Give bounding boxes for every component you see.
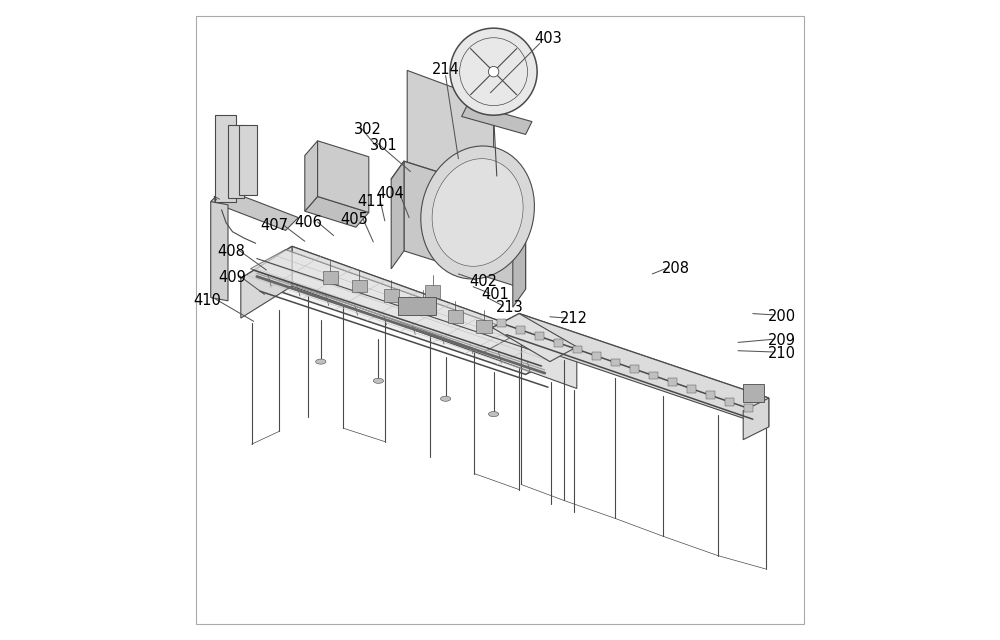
Text: 213: 213 — [496, 300, 524, 315]
Polygon shape — [318, 141, 369, 212]
Polygon shape — [743, 398, 769, 440]
Polygon shape — [211, 202, 228, 301]
Text: 208: 208 — [662, 261, 690, 276]
Ellipse shape — [488, 412, 499, 417]
Text: 209: 209 — [768, 333, 796, 348]
Text: 402: 402 — [469, 274, 497, 289]
Polygon shape — [492, 314, 769, 411]
Bar — [687, 385, 696, 392]
Ellipse shape — [373, 378, 384, 383]
Bar — [573, 346, 582, 353]
Text: 212: 212 — [560, 311, 588, 326]
Text: 214: 214 — [432, 61, 460, 77]
Polygon shape — [292, 246, 577, 388]
Bar — [448, 310, 463, 323]
Text: 404: 404 — [376, 186, 404, 202]
Bar — [425, 285, 440, 298]
Text: 403: 403 — [534, 31, 562, 46]
Polygon shape — [391, 161, 404, 269]
Text: 210: 210 — [768, 346, 796, 361]
Text: 410: 410 — [194, 293, 221, 308]
Ellipse shape — [440, 396, 451, 401]
Bar — [743, 384, 764, 402]
Polygon shape — [462, 104, 532, 134]
Polygon shape — [407, 160, 506, 205]
Text: 408: 408 — [217, 244, 245, 259]
Circle shape — [488, 67, 499, 77]
FancyBboxPatch shape — [215, 115, 236, 202]
Bar — [476, 320, 492, 333]
FancyBboxPatch shape — [239, 125, 257, 195]
Bar — [384, 289, 399, 302]
Text: 401: 401 — [482, 287, 509, 302]
Polygon shape — [241, 246, 577, 374]
Polygon shape — [211, 189, 298, 230]
Bar — [554, 339, 563, 347]
Bar — [744, 404, 753, 412]
Bar — [516, 326, 525, 333]
Bar — [352, 280, 367, 292]
Text: 405: 405 — [340, 212, 368, 227]
Bar — [497, 319, 506, 327]
Text: 406: 406 — [294, 215, 322, 230]
Bar — [649, 372, 658, 380]
Bar — [611, 358, 620, 366]
Polygon shape — [407, 70, 494, 205]
Bar — [725, 398, 734, 406]
Bar — [706, 392, 715, 399]
Bar — [535, 332, 544, 340]
Polygon shape — [305, 141, 318, 211]
Ellipse shape — [421, 146, 534, 279]
Polygon shape — [241, 246, 292, 318]
Text: 407: 407 — [261, 218, 289, 234]
Text: 301: 301 — [370, 138, 397, 153]
Polygon shape — [513, 200, 526, 307]
Bar — [668, 378, 677, 386]
Bar — [398, 297, 436, 315]
Polygon shape — [391, 161, 526, 218]
Ellipse shape — [432, 159, 523, 266]
Text: 411: 411 — [357, 194, 385, 209]
Bar — [323, 271, 338, 284]
Text: 409: 409 — [219, 269, 246, 285]
Polygon shape — [492, 314, 577, 362]
Bar — [416, 300, 431, 312]
Polygon shape — [305, 196, 369, 227]
Text: 200: 200 — [768, 309, 796, 324]
Bar — [630, 365, 639, 373]
FancyBboxPatch shape — [228, 125, 244, 198]
Polygon shape — [519, 314, 769, 427]
Polygon shape — [250, 250, 519, 352]
Polygon shape — [404, 161, 526, 289]
Bar — [592, 352, 601, 360]
Circle shape — [450, 28, 537, 115]
Ellipse shape — [316, 359, 326, 364]
Text: 302: 302 — [354, 122, 381, 137]
